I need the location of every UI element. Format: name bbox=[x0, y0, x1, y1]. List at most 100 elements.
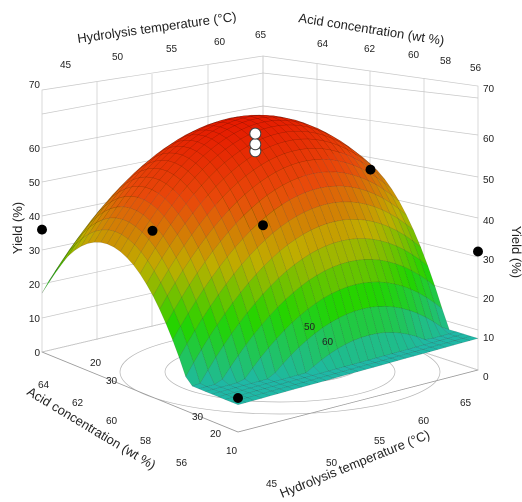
top-acid-tick-58: 58 bbox=[440, 56, 452, 67]
contour-label-20: 20 bbox=[210, 429, 222, 440]
surface-patch bbox=[409, 310, 426, 340]
bottom-temperature-axis-title: Hydrolysis temperature (°C) bbox=[278, 427, 432, 501]
surface-patch bbox=[147, 153, 163, 164]
surface-patch bbox=[124, 177, 141, 190]
surface-patch bbox=[308, 131, 325, 142]
surface-patch bbox=[269, 143, 285, 157]
surface-patch bbox=[314, 159, 330, 173]
surface-patch bbox=[236, 194, 252, 216]
surface-patch bbox=[96, 201, 112, 217]
surface-patch bbox=[191, 383, 208, 389]
right-yield-tick-20: 20 bbox=[483, 294, 495, 305]
surface-patch bbox=[334, 219, 350, 242]
surface-patch bbox=[262, 390, 279, 397]
contour-label-20-left: 20 bbox=[90, 358, 102, 369]
bottom-acid-axis-title: Acid concentration (wt %) bbox=[24, 384, 158, 473]
left-yield-tick-40: 40 bbox=[29, 212, 41, 223]
surface-patch bbox=[331, 138, 347, 150]
surface-patch bbox=[129, 197, 145, 211]
bottom-acid-tick-58: 58 bbox=[140, 436, 152, 447]
surface-patch bbox=[69, 229, 85, 250]
left-yield-axis-title: Yield (%) bbox=[10, 202, 25, 254]
data-point-filled bbox=[473, 246, 483, 257]
surface-patch bbox=[373, 221, 389, 244]
surface-patch bbox=[350, 201, 367, 221]
surface-patch bbox=[226, 247, 242, 275]
surface-patch bbox=[385, 306, 402, 334]
surface-patch bbox=[334, 371, 351, 377]
surface-patch bbox=[354, 153, 370, 168]
surface-patch bbox=[357, 219, 374, 240]
surface-patch bbox=[100, 229, 116, 245]
surface-patch bbox=[398, 353, 415, 359]
surface-patch bbox=[279, 120, 295, 126]
surface-patch bbox=[364, 238, 381, 261]
surface-patch bbox=[132, 168, 148, 181]
top-acid-tick-56: 56 bbox=[470, 63, 482, 74]
left-yield-ticks: 0 10 20 30 40 50 60 70 bbox=[29, 80, 41, 359]
surface-patch bbox=[384, 182, 400, 202]
surface-patch bbox=[180, 170, 196, 187]
top-temp-tick-65: 65 bbox=[255, 30, 267, 41]
surface-patch bbox=[370, 281, 387, 307]
surface-patch bbox=[228, 223, 244, 248]
right-yield-tick-50: 50 bbox=[483, 175, 495, 186]
bottom-temp-tick-45: 45 bbox=[266, 479, 278, 490]
surface-patch bbox=[292, 139, 308, 150]
right-yield-tick-40: 40 bbox=[483, 216, 495, 227]
data-point-open bbox=[249, 127, 262, 140]
surface-patch bbox=[204, 131, 220, 140]
surface-patch bbox=[109, 196, 125, 209]
surface-patch bbox=[345, 154, 362, 169]
data-point-filled bbox=[365, 164, 376, 175]
bottom-acid-tick-60: 60 bbox=[106, 416, 118, 427]
surface-patch bbox=[220, 231, 236, 258]
surface-patch bbox=[205, 125, 221, 132]
surface-patch bbox=[153, 257, 169, 283]
surface-patch bbox=[317, 128, 333, 137]
bottom-temp-tick-60: 60 bbox=[418, 416, 430, 427]
bottom-acid-tick-64: 64 bbox=[38, 380, 50, 391]
surface-patch bbox=[222, 189, 238, 210]
surface-patch bbox=[300, 138, 316, 149]
surface-patch bbox=[231, 322, 247, 357]
top-temp-tick-55: 55 bbox=[166, 44, 178, 55]
surface-patch bbox=[194, 169, 210, 186]
response-surface bbox=[41, 114, 479, 405]
surface-patch bbox=[376, 332, 393, 357]
surface-patch bbox=[382, 358, 399, 363]
surface-patch bbox=[256, 265, 271, 295]
surface-patch bbox=[113, 234, 129, 252]
left-yield-tick-70: 70 bbox=[29, 80, 41, 91]
surface-patch bbox=[405, 223, 421, 248]
surface-patch bbox=[120, 238, 135, 258]
surface-patch bbox=[295, 120, 311, 126]
right-yield-tick-10: 10 bbox=[483, 333, 495, 344]
surface-patch bbox=[381, 209, 398, 232]
data-point-filled bbox=[37, 224, 47, 235]
surface-patch bbox=[422, 347, 439, 352]
surface-patch bbox=[362, 282, 379, 308]
top-temp-tick-50: 50 bbox=[112, 52, 124, 63]
surface-patch bbox=[236, 115, 251, 119]
surface-patch bbox=[298, 160, 314, 176]
surface-patch bbox=[358, 202, 374, 223]
surface-patch bbox=[180, 312, 195, 345]
surface-patch bbox=[316, 133, 332, 144]
surface-patch bbox=[380, 240, 396, 265]
top-acid-tick-64: 64 bbox=[317, 39, 329, 50]
surface-patch bbox=[181, 284, 197, 314]
surface-patch bbox=[328, 185, 344, 203]
surface-patch bbox=[258, 115, 273, 118]
surface-patch bbox=[386, 282, 403, 309]
top-temp-tick-60: 60 bbox=[214, 37, 226, 48]
surface-patch bbox=[377, 306, 394, 333]
left-yield-tick-30: 30 bbox=[29, 246, 41, 257]
surface-patch bbox=[175, 245, 191, 271]
contour-labels: 10 20 30 20 30 50 60 bbox=[90, 322, 334, 457]
top-acid-tick-60: 60 bbox=[408, 50, 420, 61]
surface-patch bbox=[293, 124, 310, 133]
surface-patch bbox=[229, 201, 245, 224]
surface-patch bbox=[212, 126, 228, 135]
contour-label-10: 10 bbox=[226, 446, 238, 457]
